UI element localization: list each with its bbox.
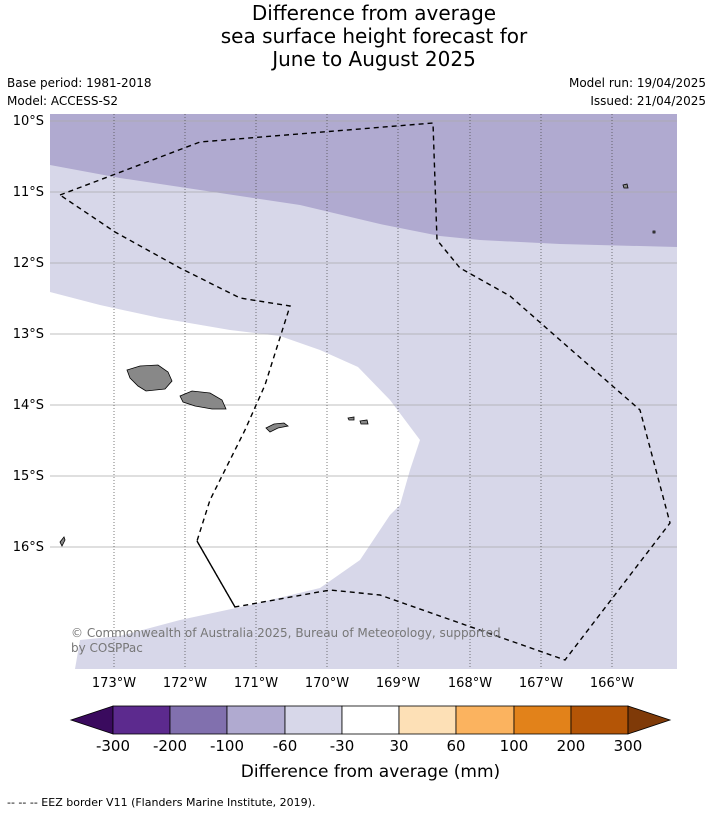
base-period: Base period: 1981-2018 [7, 76, 152, 90]
colorbar-tick-8: 200 [557, 737, 586, 755]
lat-labels: 10°S 11°S 12°S 13°S 14°S 15°S 16°S [13, 114, 44, 555]
lon-label-171w: 171°W [234, 676, 278, 691]
copyright-notice: © Commonwealth of Australia 2025, Bureau… [71, 626, 501, 655]
colorbar-tick-2: -100 [210, 737, 244, 755]
chart-title: Difference from average sea surface heig… [0, 2, 713, 71]
colorbar-tick-7: 100 [500, 737, 529, 755]
island-upolu [179, 390, 227, 410]
lon-label-166w: 166°W [590, 676, 634, 691]
island-tau [359, 419, 369, 425]
lon-label-170w: 170°W [305, 676, 349, 691]
colorbar-tick-3: -60 [273, 737, 298, 755]
title-line-1: Difference from average [251, 1, 497, 25]
colorbar-tick-0: -300 [96, 737, 130, 755]
colorbar-ticks: -300 -200 -100 -60 -30 30 60 100 200 300 [96, 737, 642, 755]
colorbar-band-3 [226, 705, 286, 735]
issued-date: Issued: 21/04/2025 [590, 94, 706, 108]
colorbar [69, 705, 672, 735]
eez-legend-note: -- -- -- EEZ border V11 (Flanders Marine… [7, 796, 316, 809]
eez-border-american-samoa [196, 540, 236, 608]
lon-labels: 173°W 172°W 171°W 170°W 169°W 168°W 167°… [92, 676, 634, 691]
lat-label-14s: 14°S [13, 398, 44, 413]
lon-label-168w: 168°W [448, 676, 492, 691]
island-swains [622, 183, 629, 189]
island-wallis [59, 536, 66, 547]
colorbar-band-2 [169, 705, 228, 735]
lat-label-13s: 13°S [13, 327, 44, 342]
eez-borders [58, 122, 671, 661]
colorbar-band-8 [513, 705, 572, 735]
title-line-2: sea surface height forecast for [220, 24, 528, 48]
meta-left: Base period: 1981-2018 Model: ACCESS-S2 [7, 74, 152, 110]
colorbar-tick-1: -200 [153, 737, 187, 755]
colorbar-band-5 [341, 705, 400, 735]
lat-label-15s: 15°S [13, 469, 44, 484]
lat-label-12s: 12°S [13, 256, 44, 271]
lon-label-173w: 173°W [92, 676, 136, 691]
colorbar-band-6 [398, 705, 457, 735]
colorbar-band-7 [455, 705, 515, 735]
lon-label-169w: 169°W [376, 676, 420, 691]
meta-right: Model run: 19/04/2025 Issued: 21/04/2025 [569, 74, 706, 110]
colorbar-band-4 [284, 705, 343, 735]
colorbar-band-9 [570, 705, 629, 735]
lat-label-16s: 16°S [13, 540, 44, 555]
island-rose [652, 230, 656, 234]
lat-label-11s: 11°S [13, 185, 44, 200]
lat-label-10s: 10°S [13, 114, 44, 129]
island-tutuila [265, 422, 289, 433]
colorbar-tick-4: -30 [330, 737, 355, 755]
model-name: Model: ACCESS-S2 [7, 94, 119, 108]
band-minus100-minus60 [50, 114, 677, 247]
lon-label-167w: 167°W [519, 676, 563, 691]
land-masses [59, 183, 656, 547]
island-ofu [347, 416, 355, 421]
model-run: Model run: 19/04/2025 [568, 76, 706, 90]
colorbar-extend-min [69, 705, 114, 735]
title-line-3: June to August 2025 [272, 47, 476, 71]
lon-label-172w: 172°W [163, 676, 207, 691]
lat-gridlines [50, 120, 677, 548]
colorbar-tick-9: 300 [614, 737, 643, 755]
colorbar-extend-max [627, 705, 672, 735]
island-savaii [126, 364, 173, 392]
colorbar-tick-6: 60 [446, 737, 465, 755]
colorbar-band-1 [112, 705, 171, 735]
colorbar-tick-5: 30 [389, 737, 408, 755]
lon-gridlines [113, 114, 613, 669]
colorbar-title: Difference from average (mm) [240, 762, 501, 782]
